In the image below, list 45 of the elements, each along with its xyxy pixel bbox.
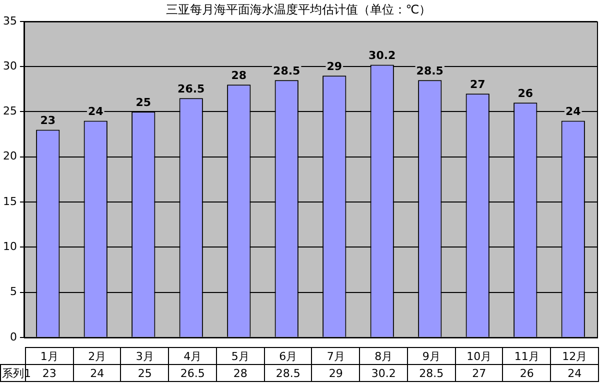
data-label: 24 bbox=[550, 364, 598, 382]
x-tick-label: 8月 bbox=[360, 348, 408, 364]
annotation: 24 bbox=[88, 105, 104, 118]
x-tick-label: 1月 bbox=[25, 348, 74, 364]
data-label: 28.5 bbox=[407, 364, 456, 382]
x-tick-label: 10月 bbox=[455, 348, 503, 364]
x-tick-label: 11月 bbox=[502, 348, 551, 364]
x-tick-label: 12月 bbox=[550, 348, 598, 364]
y-tick-label: 35 bbox=[2, 14, 17, 28]
data-label: 28 bbox=[216, 364, 264, 382]
data-label: 30.2 bbox=[360, 364, 408, 382]
y-tick-label: 30 bbox=[2, 59, 17, 72]
y-tick-label: 5 bbox=[10, 285, 17, 298]
y-tick-label: 0 bbox=[10, 330, 17, 344]
data-label: 27 bbox=[455, 364, 503, 382]
annotation: 30.2 bbox=[368, 49, 396, 62]
x-tick-label: 2月 bbox=[73, 348, 121, 364]
annotation: 26.5 bbox=[178, 82, 205, 96]
annotation: 27 bbox=[470, 78, 486, 91]
annotation: 28.5 bbox=[273, 64, 300, 78]
annotation: 28.5 bbox=[416, 64, 444, 78]
x-tick-label: 7月 bbox=[312, 348, 360, 364]
x-tick-label: 9月 bbox=[407, 348, 456, 364]
y-tick-label: 20 bbox=[2, 150, 17, 163]
data-label: 26 bbox=[502, 364, 551, 382]
data-label: 26.5 bbox=[168, 364, 216, 382]
x-tick-label: 6月 bbox=[264, 348, 312, 364]
data-label: 25 bbox=[120, 364, 169, 382]
x-tick-label: 3月 bbox=[120, 348, 169, 364]
annotation: 28 bbox=[231, 68, 247, 82]
data-label: 29 bbox=[312, 364, 360, 382]
annotation: 24 bbox=[565, 105, 582, 118]
y-tick-label: 15 bbox=[2, 194, 17, 208]
annotation: 29 bbox=[326, 60, 342, 73]
data-label: 24 bbox=[73, 364, 121, 382]
chart-title: 三亚每月海平面海水温度平均估计值（单位：℃） bbox=[166, 2, 432, 16]
x-tick-label: 4月 bbox=[168, 348, 216, 364]
annotation: 26 bbox=[518, 87, 534, 100]
x-tick-label: 5月 bbox=[216, 348, 264, 364]
annotation: 23 bbox=[40, 114, 56, 128]
y-tick-label: 10 bbox=[2, 240, 17, 253]
y-tick-label: 25 bbox=[2, 104, 17, 118]
data-label: 23 bbox=[42, 366, 56, 380]
data-label: 28.5 bbox=[264, 364, 312, 382]
annotation: 25 bbox=[136, 96, 152, 110]
